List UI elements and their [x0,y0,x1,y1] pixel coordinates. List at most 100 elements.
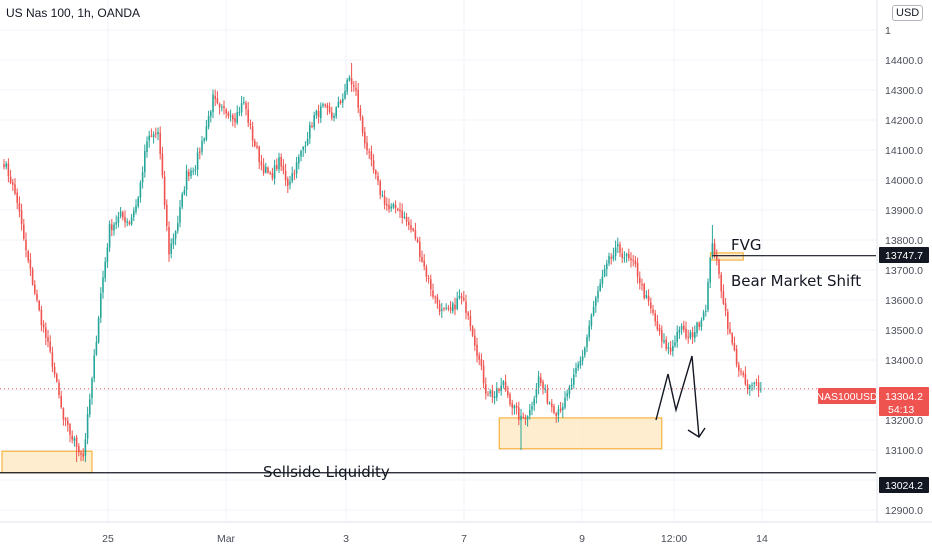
candle-body [617,244,619,247]
candle-body [566,393,568,397]
candle-body [432,290,434,297]
candle-body [177,223,179,231]
candle-body [223,106,225,109]
candle-body [559,408,562,411]
candle-body [100,293,102,318]
candle-body [174,231,177,239]
sellside-liquidity-label: Sellside Liquidity [263,463,390,481]
candle-body [78,446,80,453]
candle-body [9,176,12,183]
candle-body [658,328,661,332]
candle-body [639,277,641,284]
chart-title: US Nas 100, 1h, OANDA [6,6,141,20]
level-lines [0,255,876,474]
candle-body [443,308,445,310]
candle-body [625,254,628,257]
candle-body [320,106,322,119]
candle-body [403,216,406,218]
candle-body [69,424,71,435]
candle-body [150,135,153,137]
candle-body [500,385,502,391]
candle-body [377,175,379,181]
candle-body [71,435,73,440]
candle-body [64,418,67,421]
candle-body [260,161,263,166]
candle-body [12,182,14,185]
candle-body [652,309,654,313]
candle-body [271,173,274,179]
candle-body [40,309,43,326]
candle-body [227,112,230,116]
candle-body [361,117,364,133]
candle-body [674,342,676,346]
candle-body [588,325,590,338]
price-axis[interactable]: 12900.013000.013100.013200.013300.013400… [885,25,923,517]
candle-body [683,325,685,330]
candle-body [20,210,23,224]
candle-body [634,260,637,265]
candle-body [159,132,161,155]
candle-body [742,372,744,375]
candle-body [509,394,511,405]
currency-button[interactable]: USD [892,5,924,21]
candle-body [29,259,32,269]
candle-body [163,176,166,206]
candle-body [680,325,683,330]
candle-body [445,307,447,309]
candle-body [694,331,696,339]
candle-body [262,164,265,174]
candle-body [619,244,621,253]
candle-body [487,394,489,396]
candle-body [441,309,443,311]
candle-body [663,340,665,343]
candle-body [243,102,245,104]
x-tick-label: 12:00 [661,533,687,545]
candle-body [573,374,575,385]
candle-body [577,364,579,369]
candle-body [166,204,168,226]
candle-body [392,203,395,208]
candle-body [214,95,216,100]
candle-body [383,196,386,205]
candle-body [568,387,571,395]
fvg-price-value: 13747.7 [885,250,923,262]
candle-body [597,290,599,298]
candle-body [676,332,678,343]
candle-body [452,303,454,312]
candle-body [282,165,285,171]
candle-body [249,123,252,126]
y-tick-label: 13800.0 [885,235,923,247]
candle-body [570,384,573,387]
candle-body [757,382,760,391]
candle-body [342,98,344,103]
candle-body [135,205,137,212]
candle-body [106,247,109,263]
candle-body [555,413,557,417]
candle-body [386,203,388,206]
candle-body [390,206,392,209]
candle-body [364,132,366,144]
candle-body [665,339,667,349]
candle-body [661,330,663,342]
candle-body [707,282,709,310]
candle-body [350,78,353,85]
candle-body [192,170,194,172]
candle-body [551,403,553,407]
candle-body [284,171,287,181]
candle-body [755,382,758,384]
candle-body [146,141,148,153]
candle-body [731,333,733,344]
time-axis[interactable]: 25 Mar 3 7 9 12:00 14 [102,533,768,545]
candle-body [678,329,681,333]
candle-body [476,344,478,357]
candle-body [533,398,535,406]
candle-body [254,140,256,147]
candle-body [610,256,612,259]
candle-body [449,307,452,311]
candle-body [113,224,115,231]
candle-body [716,255,718,260]
candle-body [265,166,267,173]
candle-body [709,257,711,283]
candle-body [595,297,597,307]
